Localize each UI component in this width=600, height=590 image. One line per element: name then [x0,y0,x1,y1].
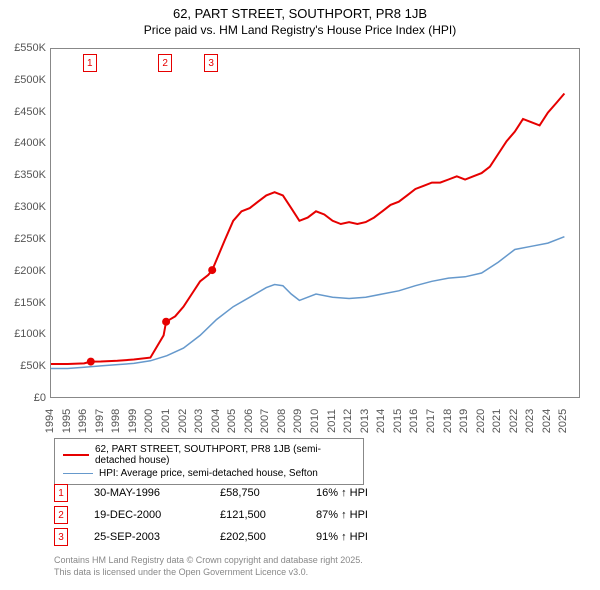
x-tick-label: 2011 [326,409,338,433]
sale-hpi: 16% ↑ HPI [306,487,406,499]
x-tick-label: 2016 [408,409,420,433]
sale-price: £121,500 [200,509,300,521]
x-tick-label: 2015 [392,409,404,433]
x-tick-label: 2003 [193,409,205,433]
x-tick-label: 2019 [458,409,470,433]
x-tick-label: 2005 [226,409,238,433]
x-tick-label: 2008 [276,409,288,433]
y-tick-label: £400K [14,137,46,149]
legend-label: HPI: Average price, semi-detached house,… [99,468,318,479]
y-tick-label: £150K [14,297,46,309]
x-tick-label: 2017 [425,409,437,433]
x-tick-label: 2001 [160,409,172,433]
y-tick-label: £50K [20,360,46,372]
x-tick-label: 2023 [524,409,536,433]
page-title: 62, PART STREET, SOUTHPORT, PR8 1JB [0,0,600,21]
page-subtitle: Price paid vs. HM Land Registry's House … [0,21,600,37]
sale-marker-icon: 3 [54,528,68,546]
y-tick-label: £350K [14,169,46,181]
y-tick-label: £450K [14,106,46,118]
legend-item: 62, PART STREET, SOUTHPORT, PR8 1JB (sem… [63,443,355,467]
y-tick-label: £300K [14,201,46,213]
x-tick-label: 2018 [442,409,454,433]
footer-attribution: Contains HM Land Registry data © Crown c… [54,555,363,578]
legend-swatch [63,454,89,456]
x-tick-label: 1996 [77,409,89,433]
sales-table: 1 30-MAY-1996 £58,750 16% ↑ HPI 2 19-DEC… [54,482,406,548]
table-row: 1 30-MAY-1996 £58,750 16% ↑ HPI [54,482,406,504]
legend-swatch [63,473,93,475]
series-price_paid [51,94,564,365]
x-tick-label: 1994 [44,409,56,433]
y-tick-label: £550K [14,42,46,54]
legend-label: 62, PART STREET, SOUTHPORT, PR8 1JB (sem… [95,444,355,466]
x-tick-label: 1998 [110,409,122,433]
legend-item: HPI: Average price, semi-detached house,… [63,467,355,480]
chart-svg [51,49,581,399]
x-tick-label: 1995 [61,409,73,433]
sale-hpi: 87% ↑ HPI [306,509,406,521]
x-tick-label: 2025 [557,409,569,433]
y-tick-label: £0 [34,392,46,404]
sale-marker-box: 3 [204,54,218,72]
sale-marker-box: 1 [83,54,97,72]
x-tick-label: 1999 [127,409,139,433]
x-tick-label: 2006 [243,409,255,433]
sale-price: £58,750 [200,487,300,499]
x-tick-label: 2013 [359,409,371,433]
x-tick-label: 2004 [210,409,222,433]
chart-plot-area [50,48,580,398]
footer-line: This data is licensed under the Open Gov… [54,567,363,579]
y-tick-label: £500K [14,74,46,86]
y-tick-label: £250K [14,233,46,245]
sale-hpi: 91% ↑ HPI [306,531,406,543]
table-row: 2 19-DEC-2000 £121,500 87% ↑ HPI [54,504,406,526]
y-tick-label: £200K [14,265,46,277]
x-tick-label: 2022 [508,409,520,433]
sale-date: 19-DEC-2000 [74,509,194,521]
y-tick-label: £100K [14,328,46,340]
x-tick-label: 2021 [491,409,503,433]
x-tick-label: 2024 [541,409,553,433]
sale-marker-icon: 1 [54,484,68,502]
x-tick-label: 1997 [94,409,106,433]
x-tick-label: 2000 [143,409,155,433]
sale-dot [87,358,95,366]
sale-date: 30-MAY-1996 [74,487,194,499]
sale-dot [162,318,170,326]
series-hpi [51,237,564,369]
sale-marker-icon: 2 [54,506,68,524]
sale-price: £202,500 [200,531,300,543]
x-tick-label: 2014 [375,409,387,433]
x-tick-label: 2002 [177,409,189,433]
x-tick-label: 2010 [309,409,321,433]
sale-date: 25-SEP-2003 [74,531,194,543]
x-tick-label: 2007 [259,409,271,433]
legend: 62, PART STREET, SOUTHPORT, PR8 1JB (sem… [54,438,364,485]
x-tick-label: 2009 [292,409,304,433]
table-row: 3 25-SEP-2003 £202,500 91% ↑ HPI [54,526,406,548]
x-tick-label: 2020 [475,409,487,433]
sale-marker-box: 2 [158,54,172,72]
footer-line: Contains HM Land Registry data © Crown c… [54,555,363,567]
sale-dot [208,266,216,274]
x-tick-label: 2012 [342,409,354,433]
